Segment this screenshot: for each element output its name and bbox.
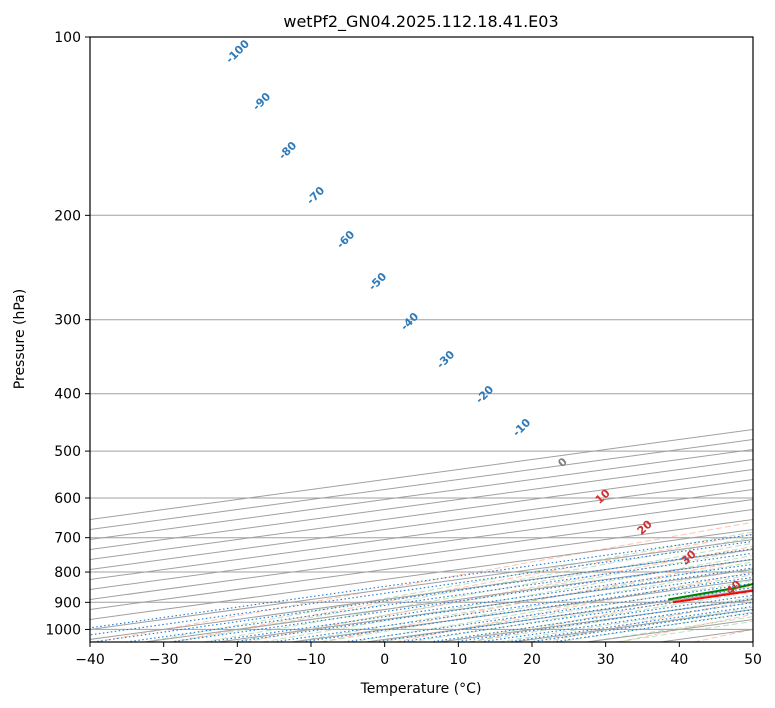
moist-adiabat (203, 542, 753, 642)
x-axis-label: Temperature (°C) (360, 681, 482, 697)
dry-adiabat (170, 533, 753, 642)
y-tick-label: 800 (54, 565, 81, 581)
isotherm (90, 489, 753, 580)
moist-adiabat (262, 554, 753, 642)
mixing-ratio-line (301, 576, 753, 642)
dry-adiabat (395, 571, 753, 642)
x-tick-label: 40 (670, 652, 688, 668)
y-tick-label: 100 (54, 30, 81, 46)
y-tick-label: 300 (54, 313, 81, 329)
y-tick-label: 1000 (45, 622, 81, 638)
y-tick-label: 900 (54, 595, 81, 611)
plot-frame (89, 36, 754, 643)
mixing-ratio-line (233, 567, 753, 642)
chart-title: wetPf2_GN04.2025.112.18.41.E03 (283, 12, 558, 32)
x-tick-label: −20 (223, 652, 253, 668)
moist-adiabat (174, 536, 753, 642)
isotherm (90, 518, 753, 610)
x-tick-label: 20 (523, 652, 541, 668)
dry-adiabat (320, 558, 753, 642)
dry-adiabat (96, 521, 753, 642)
y-tick-label: 700 (54, 531, 81, 547)
isotherm (90, 469, 753, 560)
x-tick-label: −40 (75, 652, 105, 668)
x-tick-label: −30 (149, 652, 179, 668)
isotherm (90, 508, 753, 600)
y-tick-label: 400 (54, 387, 81, 403)
y-axis-label: Pressure (hPa) (12, 289, 28, 389)
mixing-ratio-line (90, 533, 753, 629)
y-tick-label: 200 (54, 208, 81, 224)
isotherm (90, 479, 753, 570)
isotherm (90, 499, 753, 590)
mixing-ratio-line (272, 572, 753, 642)
moist-adiabat (292, 561, 753, 642)
isotherm (90, 528, 753, 620)
y-tick-label: 500 (54, 444, 81, 460)
dry-adiabat (769, 37, 775, 642)
mixing-ratio-line (529, 609, 753, 642)
moist-adiabat (144, 531, 753, 642)
plot-background (90, 37, 753, 642)
x-tick-label: 50 (744, 652, 762, 668)
x-tick-label: −10 (296, 652, 326, 668)
isotherm (90, 459, 753, 550)
background-lines (90, 37, 775, 642)
isotherm (90, 538, 753, 630)
mixing-ratio-line (343, 582, 753, 642)
x-tick-label: 30 (597, 652, 615, 668)
y-tick-label: 600 (54, 491, 81, 507)
axis-ticks: −40 −30 −20 −10 0 10 20 30 40 50 100 200 300 400 500 60… (45, 30, 762, 668)
moist-adiabat (468, 596, 753, 642)
x-tick-label: 10 (449, 652, 467, 668)
x-tick-label: 0 (380, 652, 389, 668)
